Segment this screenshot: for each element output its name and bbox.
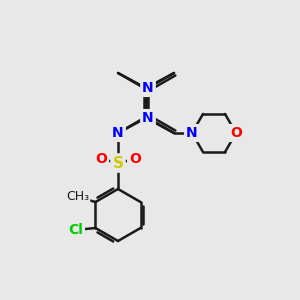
Text: Cl: Cl [68, 223, 83, 237]
Text: O: O [95, 152, 107, 166]
Text: O: O [129, 152, 141, 166]
Text: O: O [230, 126, 242, 140]
Text: N: N [112, 126, 124, 140]
Text: S: S [112, 155, 124, 170]
Text: N: N [186, 126, 198, 140]
Text: N: N [142, 81, 154, 95]
Text: N: N [142, 111, 154, 125]
Text: CH₃: CH₃ [66, 190, 89, 203]
